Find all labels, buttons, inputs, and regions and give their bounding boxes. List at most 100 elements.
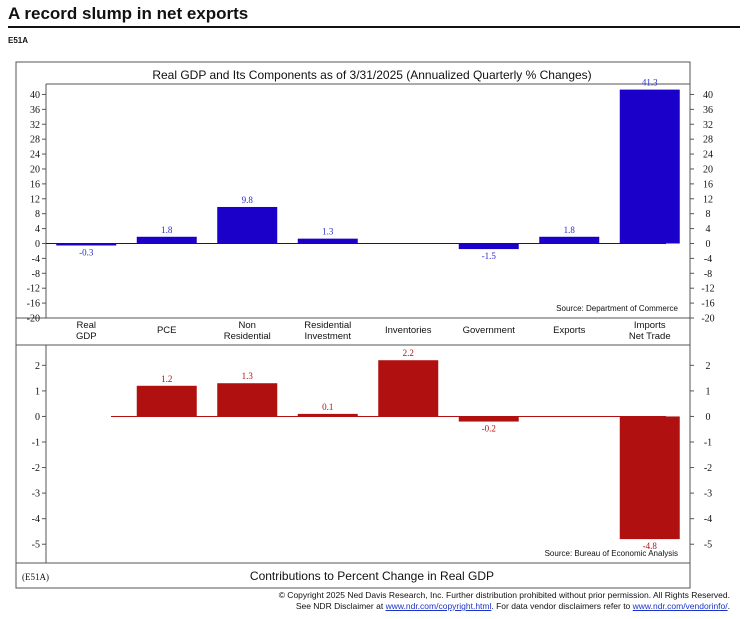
y-tick-label-right: -5 xyxy=(704,540,712,551)
bar-value-label-3: 0.1 xyxy=(322,402,333,412)
bar-value-label-6: 1.8 xyxy=(564,225,576,235)
copyright-line: © Copyright 2025 Ned Davis Research, Inc… xyxy=(278,590,730,600)
bar-4 xyxy=(378,360,439,417)
y-tick-label-right: 28 xyxy=(703,135,713,146)
category-label-7: Imports xyxy=(634,320,666,331)
y-tick-label-right: -16 xyxy=(701,299,714,310)
category-label-5: Government xyxy=(463,325,516,336)
lower-bars: 1.2 1.3 0.1 2.2 -0.2 -4.8 xyxy=(111,348,680,551)
lower-right-ticks: 2 1 0 -1 -2 -3 -4 -5 xyxy=(690,361,712,551)
category-label-0: Real xyxy=(76,320,96,331)
bar-5 xyxy=(458,243,519,250)
upper-chart-title: Real GDP and Its Components as of 3/31/2… xyxy=(152,68,591,82)
y-tick-label-right: 4 xyxy=(706,224,711,235)
bar-value-label-0: -0.3 xyxy=(79,247,94,257)
bar-7 xyxy=(619,89,680,244)
bar-3 xyxy=(297,238,358,244)
category-label-2: Non xyxy=(239,320,256,331)
bar-2 xyxy=(217,383,278,417)
lower-chart-source: Source: Bureau of Economic Analysis xyxy=(545,549,678,558)
y-tick-label: 1 xyxy=(35,386,40,397)
chart-code: E51A xyxy=(8,36,29,45)
upper-bars: -0.3 1.8 9.8 1.3 -1.5 1.8 41.3 xyxy=(46,78,680,261)
y-tick-label-right: 1 xyxy=(706,386,711,397)
bar-value-label-7: -4.8 xyxy=(643,541,658,551)
y-tick-label-right: 12 xyxy=(703,194,713,205)
y-tick-label-right: -8 xyxy=(704,269,712,280)
y-tick-label: 12 xyxy=(30,194,40,205)
y-tick-label-right: 2 xyxy=(706,361,711,372)
y-tick-label: 20 xyxy=(30,164,40,175)
y-tick-label: 0 xyxy=(35,412,40,423)
y-tick-label: -2 xyxy=(32,463,40,474)
y-tick-label: -4 xyxy=(32,254,40,265)
y-tick-label: 24 xyxy=(30,150,40,161)
category-label-0: GDP xyxy=(76,331,97,342)
y-tick-label: 4 xyxy=(35,224,40,235)
y-tick-label: -1 xyxy=(32,438,40,449)
bar-value-label-7: 41.3 xyxy=(642,78,658,88)
bar-value-label-1: 1.8 xyxy=(161,225,173,235)
y-tick-label-right: 16 xyxy=(703,179,713,190)
y-tick-label-right: 20 xyxy=(703,164,713,175)
bar-1 xyxy=(136,236,197,244)
bar-7 xyxy=(619,416,680,540)
disclaimer-suffix: . xyxy=(727,601,730,611)
category-label-2: Residential xyxy=(224,331,271,342)
y-tick-label: 16 xyxy=(30,179,40,190)
y-tick-label-right: -1 xyxy=(704,438,712,449)
y-tick-label-right: -20 xyxy=(701,314,714,325)
y-tick-label-right: -12 xyxy=(701,284,714,295)
y-tick-label-right: 8 xyxy=(706,209,711,220)
y-tick-label: -16 xyxy=(27,299,40,310)
y-tick-label: -5 xyxy=(32,540,40,551)
y-tick-label-right: -4 xyxy=(704,514,712,525)
bar-0 xyxy=(56,243,117,246)
bar-value-label-2: 9.8 xyxy=(242,195,254,205)
y-tick-label-right: -2 xyxy=(704,463,712,474)
y-tick-label-right: 0 xyxy=(706,239,711,250)
y-tick-label: -12 xyxy=(27,284,40,295)
y-tick-label: 2 xyxy=(35,361,40,372)
y-tick-label: 36 xyxy=(30,105,40,116)
bar-1 xyxy=(136,385,197,417)
y-tick-label-right: 0 xyxy=(706,412,711,423)
y-tick-label: -4 xyxy=(32,514,40,525)
bar-6 xyxy=(539,236,600,244)
bar-value-label-5: -0.2 xyxy=(482,424,496,434)
y-tick-label: 28 xyxy=(30,135,40,146)
y-tick-label: -8 xyxy=(32,269,40,280)
y-tick-label: 40 xyxy=(30,90,40,101)
y-tick-label-right: -3 xyxy=(704,489,712,500)
bar-5 xyxy=(458,416,519,422)
bar-value-label-1: 1.2 xyxy=(161,374,172,384)
disclaimer-mid: . For data vendor disclaimers refer to xyxy=(491,601,633,611)
category-label-1: PCE xyxy=(157,325,177,336)
copyright-link[interactable]: www.ndr.com/copyright.html xyxy=(385,601,492,611)
category-label-4: Inventories xyxy=(385,325,432,336)
y-tick-label: 8 xyxy=(35,209,40,220)
y-tick-label: 0 xyxy=(35,239,40,250)
disclaimer-line: See NDR Disclaimer at www.ndr.com/copyri… xyxy=(0,601,730,612)
y-tick-label-right: 24 xyxy=(703,150,713,161)
category-label-6: Exports xyxy=(553,325,585,336)
upper-chart-source: Source: Department of Commerce xyxy=(556,304,678,313)
lower-left-ticks: 2 1 0 -1 -2 -3 -4 -5 xyxy=(32,361,46,551)
y-tick-label: 32 xyxy=(30,120,40,131)
category-label-3: Investment xyxy=(305,331,352,342)
page-headline: A record slump in net exports xyxy=(8,4,249,23)
y-tick-label-right: -4 xyxy=(704,254,712,265)
category-label-3: Residential xyxy=(304,320,351,331)
category-label-7: Net Trade xyxy=(629,331,671,342)
bar-value-label-2: 1.3 xyxy=(242,371,254,381)
vendor-info-link[interactable]: www.ndr.com/vendorinfo/ xyxy=(632,601,728,611)
headline-rule xyxy=(8,26,740,28)
y-tick-label-right: 40 xyxy=(703,90,713,101)
y-tick-label: -20 xyxy=(27,314,40,325)
bar-2 xyxy=(217,206,278,244)
chart-frame xyxy=(15,61,691,589)
